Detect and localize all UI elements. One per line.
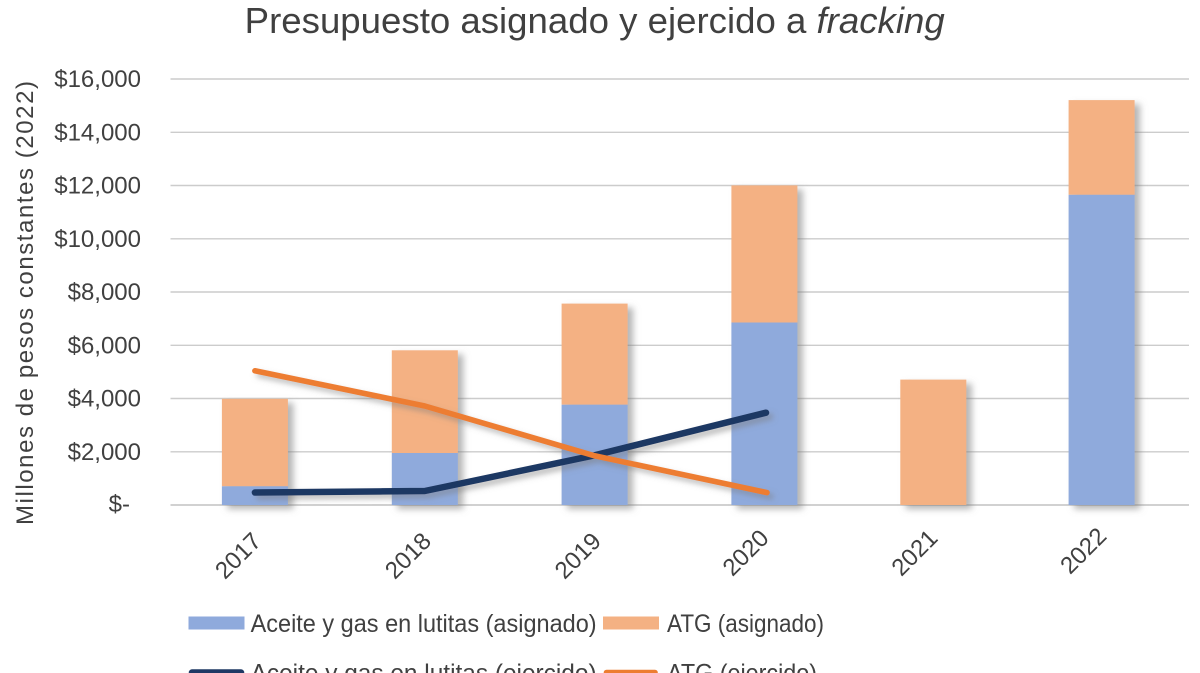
svg-text:$2,000: $2,000	[68, 439, 141, 466]
svg-text:Aceite y gas en lutitas (asign: Aceite y gas en lutitas (asignado)	[251, 610, 597, 638]
svg-text:ATG (ejercido): ATG (ejercido)	[667, 659, 817, 673]
svg-text:$16,000: $16,000	[54, 66, 141, 93]
svg-text:$6,000: $6,000	[68, 332, 141, 359]
svg-text:$12,000: $12,000	[54, 173, 141, 200]
svg-text:Presupuesto asignado y ejercid: Presupuesto asignado y ejercido a fracki…	[245, 0, 945, 41]
svg-text:$8,000: $8,000	[68, 279, 141, 306]
svg-text:$4,000: $4,000	[68, 386, 141, 413]
svg-text:$14,000: $14,000	[54, 119, 141, 146]
svg-text:$-: $-	[109, 491, 130, 518]
svg-text:Aceite y gas en lutitas (ejerc: Aceite y gas en lutitas (ejercido)	[251, 659, 597, 673]
svg-text:$10,000: $10,000	[54, 226, 141, 253]
svg-text:ATG (asignado): ATG (asignado)	[667, 610, 824, 638]
svg-text:Millones de pesos constantes (: Millones de pesos constantes (2022)	[12, 81, 39, 525]
